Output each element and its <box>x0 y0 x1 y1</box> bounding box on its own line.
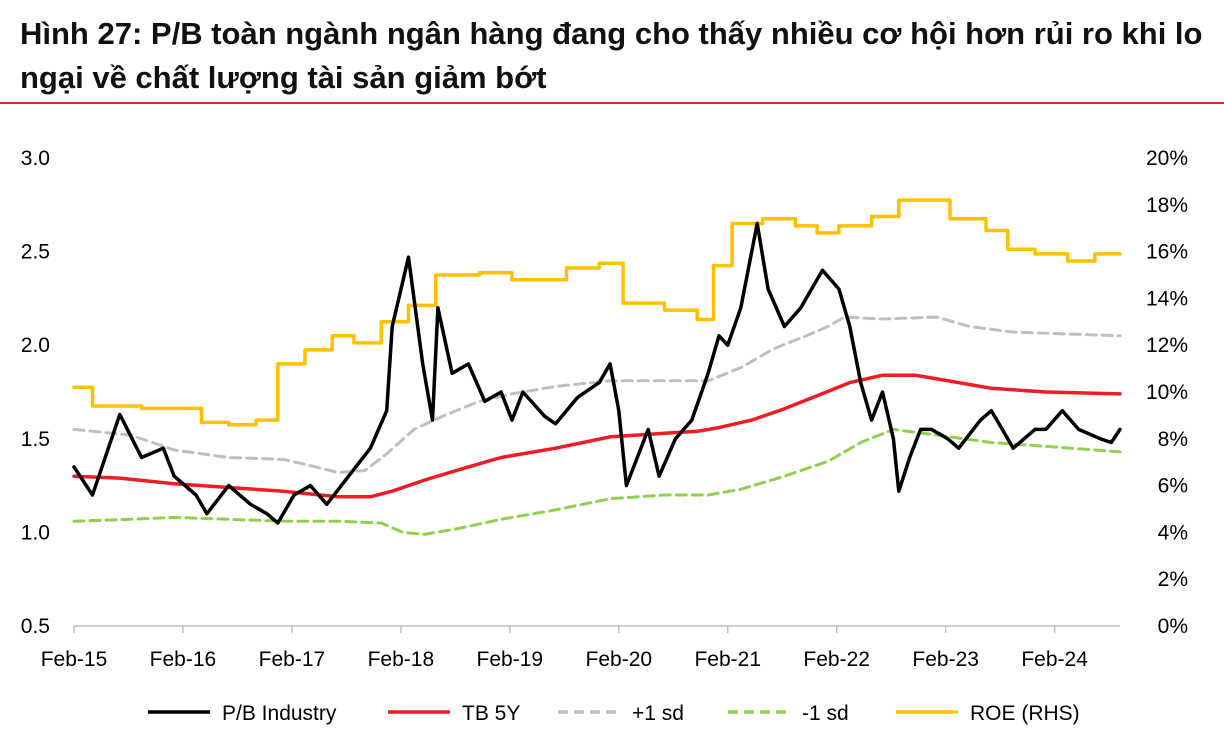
x-tick-label: Feb-22 <box>803 648 870 671</box>
x-tick-label: Feb-17 <box>259 648 326 671</box>
series-line-tb-5y <box>72 373 1122 499</box>
y-right-tick-label: 2% <box>1158 568 1188 591</box>
legend-label-p-b-industry: P/B Industry <box>222 702 337 725</box>
y-left-tick-label: 2.5 <box>21 241 50 264</box>
y-left-tick-label: 3.0 <box>21 147 50 170</box>
series-line-1-sd <box>72 315 1122 474</box>
axes <box>73 625 1120 633</box>
x-tick-label: Feb-18 <box>368 648 435 671</box>
y-right-tick-label: 20% <box>1146 147 1188 170</box>
y-left-tick-label: 1.0 <box>21 521 50 544</box>
y-right-tick-label: 6% <box>1158 475 1188 498</box>
x-tick-label: Feb-23 <box>912 648 979 671</box>
chart-title: Hình 27: P/B toàn ngành ngân hàng đang c… <box>20 16 1203 95</box>
legend-label-1-sd: +1 sd <box>632 702 684 725</box>
series-line-roe-rhs <box>72 198 1122 427</box>
tick-labels: Feb-15 Feb-16 Feb-17 Feb-18 Feb-19 Feb-20 Feb-… <box>21 147 1188 671</box>
y-left-tick-label: 0.5 <box>21 615 50 638</box>
legend-label-tb-5y: TB 5Y <box>462 702 520 725</box>
y-right-tick-label: 16% <box>1146 241 1188 264</box>
x-tick-label: Feb-21 <box>694 648 761 671</box>
series-line-p-b-industry <box>72 221 1122 525</box>
y-right-tick-label: 14% <box>1146 287 1188 310</box>
y-right-tick-label: 10% <box>1146 381 1188 404</box>
legend: P/B Industry TB 5Y +1 sd -1 sd ROE (RHS) <box>148 702 1080 725</box>
title-divider <box>0 102 1224 104</box>
y-right-tick-label: 8% <box>1158 428 1188 451</box>
x-tick-label: Feb-19 <box>477 648 544 671</box>
y-left-tick-label: 1.5 <box>21 428 50 451</box>
y-left-tick-label: 2.0 <box>21 334 50 357</box>
y-right-tick-label: 12% <box>1146 334 1188 357</box>
y-right-tick-label: 18% <box>1146 194 1188 217</box>
y-right-tick-label: 0% <box>1158 615 1188 638</box>
legend-label-1-sd: -1 sd <box>802 702 849 725</box>
x-tick-label: Feb-20 <box>586 648 653 671</box>
y-right-tick-label: 4% <box>1158 521 1188 544</box>
x-tick-label: Feb-24 <box>1021 648 1088 671</box>
legend-label-roe-rhs: ROE (RHS) <box>970 702 1080 725</box>
x-tick-label: Feb-15 <box>41 648 108 671</box>
x-tick-label: Feb-16 <box>150 648 217 671</box>
series-lines <box>72 198 1122 536</box>
